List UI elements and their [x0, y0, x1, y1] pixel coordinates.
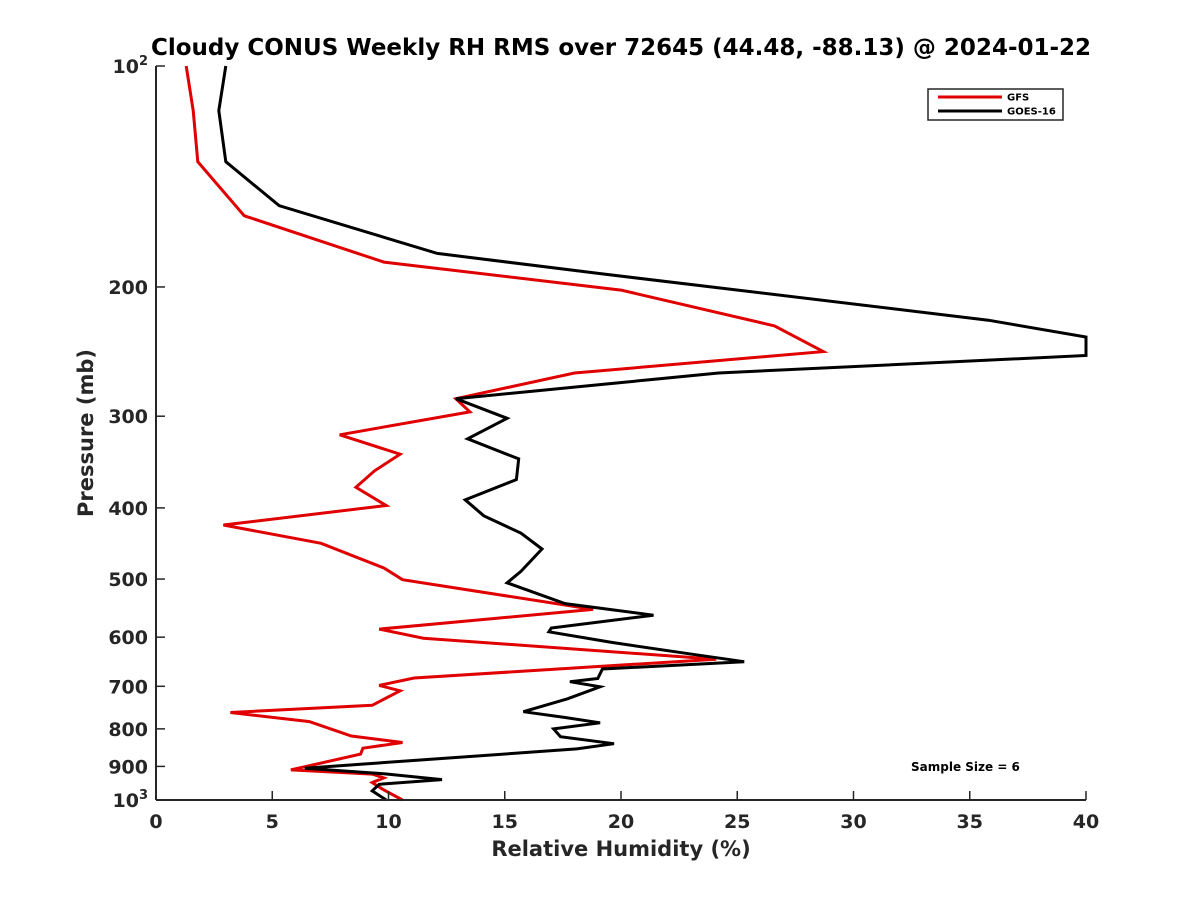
y-axis-label: Pressure (mb): [74, 349, 98, 517]
series-line-gfs: [184, 65, 829, 802]
legend-items: GFS GOES-16: [938, 93, 1056, 118]
y-tick-label: 800: [108, 719, 148, 741]
sample-size-annotation: Sample Size = 6: [911, 760, 1020, 774]
legend-label-goes-16: GOES-16: [1007, 107, 1056, 118]
legend: GFS GOES-16: [927, 88, 1064, 121]
x-tick-label: 10: [375, 811, 401, 833]
x-tick-label: 5: [266, 811, 279, 833]
x-tick-label: 40: [1073, 811, 1099, 833]
y-tick-label: 700: [108, 676, 148, 698]
legend-box: [927, 88, 1064, 121]
y-tick-label: 600: [108, 627, 148, 649]
y-tick-label: 900: [108, 756, 148, 778]
series-line-goes-16: [217, 65, 1088, 802]
series-layer: [184, 65, 1088, 802]
y-tick-label: 500: [108, 569, 148, 591]
x-ticks: 0 5 10 15 20 25 30 35 40: [149, 791, 1099, 833]
y-tick-label: 102: [113, 54, 149, 78]
y-ticks: 102 200 300 400 500 600 700 800 900 103: [108, 54, 165, 812]
y-tick-label: 103: [113, 788, 149, 812]
chart-title: Cloudy CONUS Weekly RH RMS over 72645 (4…: [151, 35, 1091, 61]
x-tick-label: 35: [957, 811, 983, 833]
x-tick-label: 15: [492, 811, 518, 833]
x-tick-label: 0: [149, 811, 162, 833]
axes: [155, 66, 1086, 801]
x-axis-label: Relative Humidity (%): [491, 837, 750, 861]
y-tick-label: 200: [108, 277, 148, 299]
legend-label-gfs: GFS: [1007, 93, 1029, 104]
x-tick-label: 30: [840, 811, 866, 833]
y-tick-label: 400: [108, 498, 148, 520]
x-tick-label: 20: [608, 811, 634, 833]
y-tick-label: 300: [108, 406, 148, 428]
x-tick-label: 25: [724, 811, 750, 833]
